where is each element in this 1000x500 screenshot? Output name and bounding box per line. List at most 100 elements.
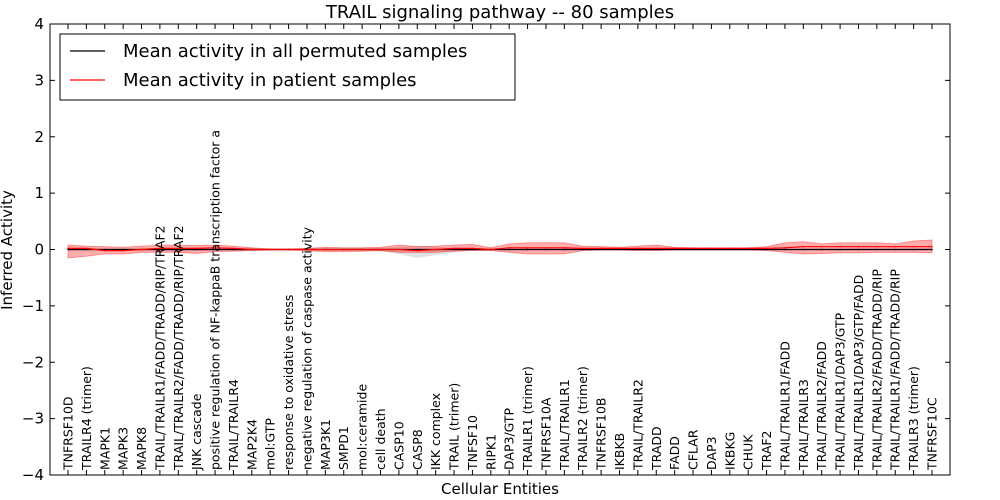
legend-label-permuted: Mean activity in all permuted samples — [123, 41, 467, 62]
category-label: IKBKB — [612, 433, 627, 470]
y-tick-label: 0 — [34, 241, 44, 259]
data-point — [159, 247, 161, 250]
category-label: positive regulation of NF-kappaB transcr… — [208, 130, 223, 470]
series-line-1 — [68, 246, 932, 252]
data-point — [839, 245, 841, 248]
data-point — [453, 248, 455, 251]
data-point — [802, 245, 805, 248]
data-point — [140, 248, 143, 251]
data-point — [581, 248, 584, 251]
data-point — [122, 249, 124, 252]
data-point — [912, 248, 915, 251]
data-point — [251, 248, 253, 251]
data-point — [85, 247, 88, 250]
data-point — [453, 247, 455, 250]
y-tick-label: 3 — [34, 71, 44, 89]
category-label: FADD — [667, 436, 682, 470]
data-point — [820, 245, 823, 248]
data-point — [287, 248, 290, 251]
category-label: MAPK1 — [97, 427, 112, 470]
data-point — [765, 247, 768, 250]
data-point — [857, 245, 860, 248]
data-point — [398, 248, 400, 251]
data-point — [894, 245, 897, 248]
y-axis-label: Inferred Activity — [0, 190, 16, 310]
category-label: TRAIL (trimer) — [447, 383, 462, 471]
plot-frame — [49, 23, 951, 476]
data-point — [232, 247, 235, 250]
data-point — [692, 248, 694, 251]
y-tick-label: −3 — [22, 410, 44, 428]
y-tick-label: −1 — [22, 297, 44, 315]
category-label: TRAF2 — [759, 430, 774, 471]
category-label: CASP8 — [410, 429, 425, 470]
category-label: TRAIL/TRAILR4 — [226, 379, 241, 471]
data-point — [747, 248, 749, 251]
data-point — [195, 248, 198, 251]
y-tick-label: −4 — [22, 466, 44, 484]
y-axis-ticks: 4 3 2 1 0 −1 −2 −3 −4 — [22, 15, 950, 484]
category-label: TRAIL/TRAILR1/FADD/TRADD/RIP/TRAF2 — [152, 225, 167, 471]
data-point — [618, 248, 621, 251]
category-label: CASP10 — [391, 421, 406, 470]
x-axis-label: Cellular Entities — [441, 480, 559, 498]
legend: Mean activity in all permuted samples Me… — [59, 33, 516, 101]
data-point — [232, 248, 235, 251]
data-point — [526, 247, 529, 249]
data-point — [85, 248, 88, 251]
category-label: TRAIL/TRAILR2 — [630, 379, 645, 471]
category-label: TRAILR2 (trimer) — [575, 366, 590, 471]
data-point — [784, 247, 786, 249]
data-point — [306, 248, 308, 251]
category-label: IKK complex — [428, 393, 443, 470]
data-point — [802, 248, 805, 251]
data-point — [839, 248, 841, 251]
category-label: cell death — [373, 408, 388, 470]
data-point — [416, 249, 419, 252]
data-point — [876, 245, 878, 248]
y-tick-label: 1 — [34, 184, 44, 202]
data-point — [692, 247, 694, 250]
category-label: IKBKG — [722, 432, 737, 470]
data-point — [563, 247, 566, 249]
y-tick-label: 4 — [34, 15, 44, 33]
data-point — [545, 248, 547, 251]
category-label: TRAIL/TRAILR1/DAP3/GTP — [833, 312, 848, 471]
category-label: mol:ceramide — [355, 384, 370, 470]
category-label: TNFRSF10D — [61, 396, 76, 471]
data-point — [728, 248, 731, 251]
category-label: MAPK3 — [116, 427, 131, 470]
data-point — [637, 248, 639, 251]
data-point — [710, 248, 713, 251]
category-label: TRAIL/TRAILR1/FADD/TRADD/RIP — [888, 269, 903, 471]
data-point — [655, 248, 658, 251]
x-axis-ticks — [67, 24, 933, 475]
category-label: SMPD1 — [336, 426, 351, 470]
data-point — [894, 248, 897, 251]
category-label: DAP3/GTP — [502, 407, 517, 470]
data-point — [508, 248, 510, 251]
series-lines — [67, 245, 933, 252]
data-point — [912, 245, 915, 248]
data-point — [434, 248, 437, 251]
category-label: mol:GTP — [263, 418, 278, 470]
data-point — [214, 247, 216, 249]
data-point — [545, 247, 547, 249]
data-point — [765, 248, 768, 251]
data-point — [931, 248, 933, 251]
category-label: JNK cascade — [189, 393, 204, 471]
legend-label-patient: Mean activity in patient samples — [123, 70, 417, 91]
y-tick-label: −2 — [22, 353, 44, 371]
data-point — [563, 248, 566, 251]
data-point — [122, 248, 124, 251]
data-point — [471, 248, 474, 251]
data-point — [600, 247, 602, 250]
data-point — [581, 247, 584, 250]
data-point — [490, 248, 492, 251]
category-label: TRAIL/TRAILR2/FADD/TRADD/RIP/TRAF2 — [171, 225, 186, 471]
category-label: DAP3 — [704, 437, 719, 470]
category-label: TRAIL/TRAILR2/FADD/TRADD/RIP — [869, 269, 884, 471]
category-label: TRAILR3 (trimer) — [906, 366, 921, 471]
data-point — [103, 249, 106, 252]
